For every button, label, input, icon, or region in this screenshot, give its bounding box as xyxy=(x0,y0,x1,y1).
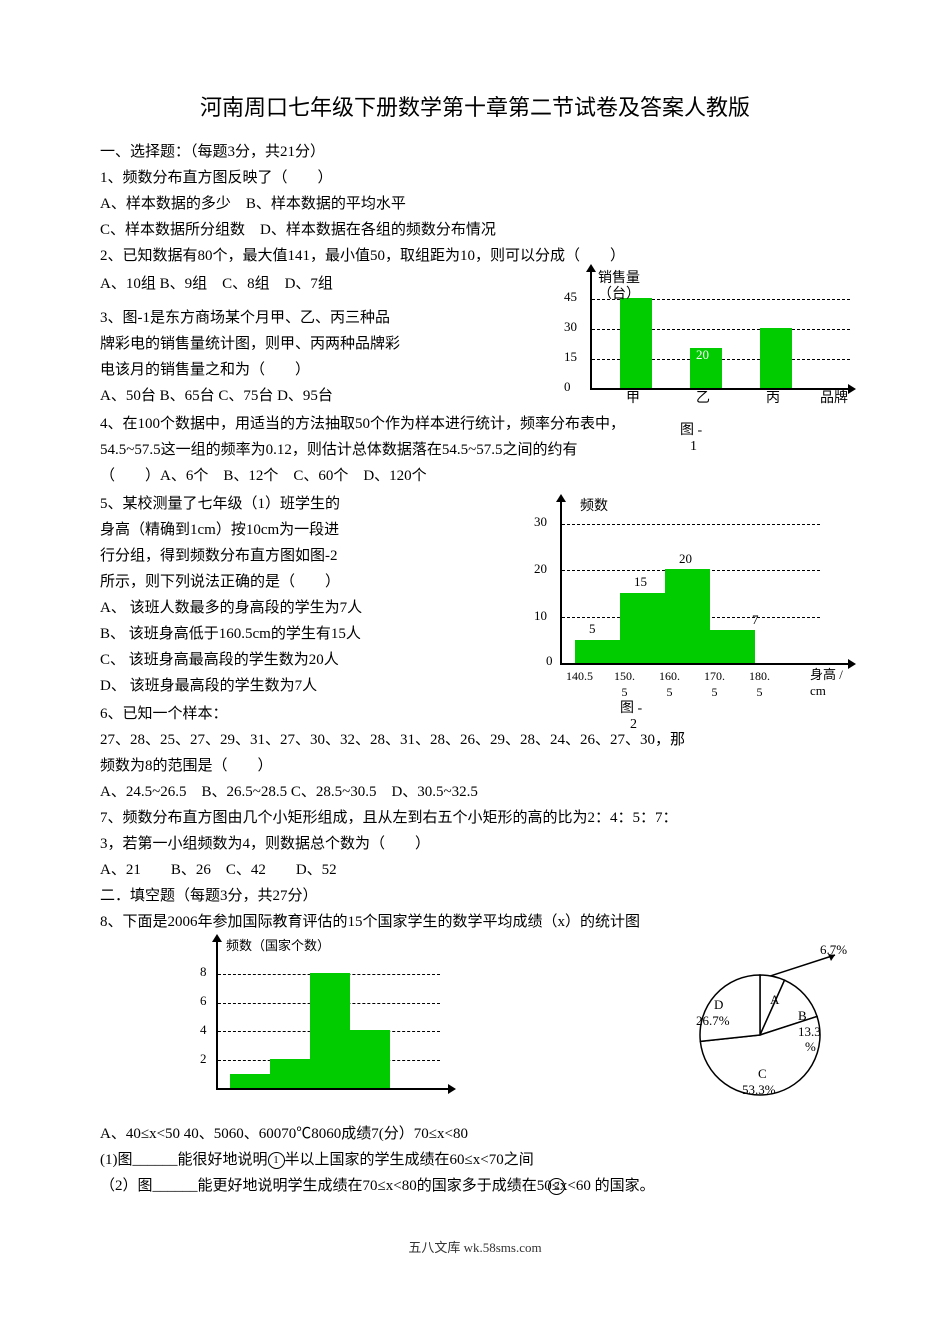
q5-b: B、 该班身高低于160.5cm的学生有15人 xyxy=(100,622,510,646)
q6-l3: 频数为8的范围是（ ） xyxy=(100,754,850,778)
chart-3-countries: 2468频数（国家个数） xyxy=(180,940,450,1110)
q1-opt-cd: C、样本数据所分组数 D、样本数据在各组的频数分布情况 xyxy=(100,218,850,242)
q5-l2: 身高（精确到1cm）按10cm为一段进 xyxy=(100,518,510,542)
circled-1-icon: 1 xyxy=(268,1152,285,1169)
q5-l3: 行分组，得到频数分布直方图如图-2 xyxy=(100,544,510,568)
q5-a: A、 该班人数最多的身高段的学生为7人 xyxy=(100,596,510,620)
q3-l1: 3、图-1是东方商场某个月甲、乙、丙三种品 xyxy=(100,306,540,330)
q1-stem: 1、频数分布直方图反映了（ ） xyxy=(100,166,850,190)
q7-l2: 3，若第一小组频数为4，则数据总个数为（ ） xyxy=(100,832,850,856)
chart-2-height: 1020305152070140.5150.160.170.180.5555频数… xyxy=(520,500,850,700)
q4-l1: 4、在100个数据中，用适当的方法抽取50个作为样本进行统计，频率分布表中， xyxy=(100,412,850,436)
q5-c: C、 该班身高最高段的学生数为20人 xyxy=(100,648,510,672)
q6-l1: 6、已知一个样本： xyxy=(100,702,850,726)
q1-opt-ab: A、样本数据的多少 B、样本数据的平均水平 xyxy=(100,192,850,216)
q7-l1: 7、频数分布直方图由几个小矩形组成，且从左到右五个小矩形的高的比为2：4：5：7… xyxy=(100,806,850,830)
q8-sub1-a: (1)图______能很好地说明 xyxy=(100,1152,268,1168)
q8-stem: 8、下面是2006年参加国际教育评估的15个国家学生的数学平均成绩（x）的统计图 xyxy=(100,910,850,934)
q2-stem: 2、已知数据有80个，最大值141，最小值50，取组距为10，则可以分成（ ） xyxy=(100,244,850,268)
q4-l2: 54.5~57.5这一组的频率为0.12，则估计总体数据落在54.5~57.5之… xyxy=(100,438,850,462)
q8-sub1-b: 半以上国家的学生成绩在60≤x<70之间 xyxy=(285,1152,534,1168)
q8-sub2: （2）图______能更好地说明学生成绩在70≤x<80的国家多于成绩在50≤x… xyxy=(100,1174,850,1198)
page-title: 河南周口七年级下册数学第十章第二节试卷及答案人教版 xyxy=(100,90,850,125)
q8-line-a: A、40≤x<50 40、5060、60070℃8060成绩7(分）70≤x<8… xyxy=(100,1122,850,1146)
footer-text: 五八文库 wk.58sms.com xyxy=(100,1238,850,1259)
q3-l3: 电该月的销售量之和为（ ） xyxy=(100,358,540,382)
q5-d: D、 该班身最高段的学生数为7人 xyxy=(100,674,510,698)
q6-l2: 27、28、25、27、29、31、27、30、32、28、31、28、26、2… xyxy=(100,728,850,752)
q2-opts: A、10组 B、9组 C、8组 D、7组 xyxy=(100,272,540,296)
q5-l1: 5、某校测量了七年级（1）班学生的 xyxy=(100,492,510,516)
q3-opts: A、50台 B、65台 C、75台 D、95台 xyxy=(100,384,540,408)
section-heading-1: 一、选择题：（每题3分，共21分） xyxy=(100,140,850,164)
q8-sub2-a: （2）图______能更好地说明学生成绩在70≤x<80的国家多于成绩在50≤x… xyxy=(100,1178,655,1194)
pie-chart: 6.7%AB13.3%C53.3%D26.7% xyxy=(670,940,850,1120)
q5-l4: 所示，则下列说法正确的是（ ） xyxy=(100,570,510,594)
section-heading-2: 二．填空题（每题3分，共27分） xyxy=(100,884,850,908)
q6-opts: A、24.5~26.5 B、26.5~28.5 C、28.5~30.5 D、30… xyxy=(100,780,850,804)
q4-l3: （ ）A、6个 B、12个 C、60个 D、120个 xyxy=(100,464,850,488)
chart-1-sales: 0153045甲乙20丙销售量（台）品牌图 -1 xyxy=(550,270,850,410)
q7-opts: A、21 B、26 C、42 D、52 xyxy=(100,858,850,882)
q3-l2: 牌彩电的销售量统计图，则甲、丙两种品牌彩 xyxy=(100,332,540,356)
q8-sub1: (1)图______能很好地说明1半以上国家的学生成绩在60≤x<70之间 xyxy=(100,1148,850,1172)
